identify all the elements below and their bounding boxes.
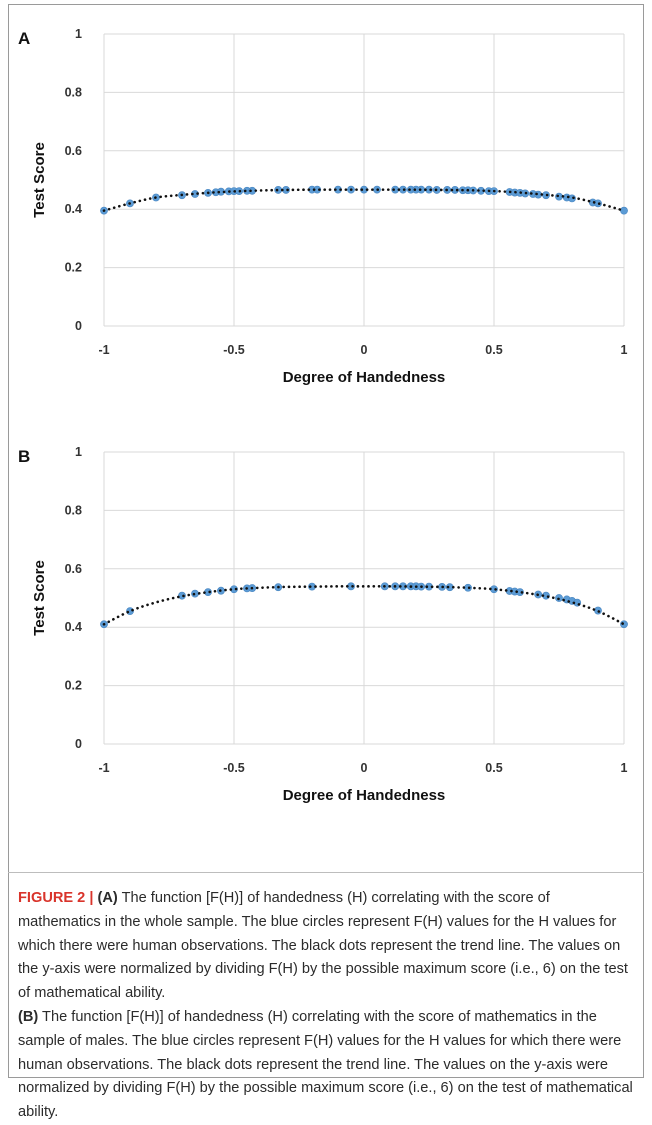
y-tick-label: 0.6 xyxy=(65,562,82,576)
x-tick-label: -0.5 xyxy=(223,343,245,357)
chart-panel-b: B 0 0.2 0.4 0.6 0.8 1 -1 -0.5 0 0.5 1 Degree of Hand… xyxy=(14,432,638,842)
caption-panel-a-tag: (A) xyxy=(97,890,118,906)
caption-paragraph-b: (B) The function [F(H)] of handedness (H… xyxy=(18,1006,634,1125)
x-tick-label: 0 xyxy=(361,761,368,775)
y-tick-label: 0.8 xyxy=(65,503,82,517)
y-tick-label: 0 xyxy=(75,319,82,333)
caption-paragraph-a: FIGURE 2 | (A) The function [F(H)] of ha… xyxy=(18,887,634,1006)
y-tick-label: 1 xyxy=(75,27,82,41)
trend-line xyxy=(102,584,626,626)
y-tick-label: 1 xyxy=(75,445,82,459)
y-tick-label: 0.6 xyxy=(65,144,82,158)
chart-a-svg: A 0 0.2 0.4 0.6 0.8 1 -1 -0.5 0 0.5 1 Degree of Hand… xyxy=(18,27,628,386)
data-point xyxy=(620,206,628,215)
x-tick-label: 0 xyxy=(361,343,368,357)
data-point xyxy=(178,591,186,600)
y-tick-label: 0.4 xyxy=(65,620,82,634)
x-tick-label: 1 xyxy=(621,761,628,775)
y-axis-label: Test Score xyxy=(31,142,48,218)
x-tick-label: -1 xyxy=(98,761,109,775)
y-axis-label: Test Score xyxy=(31,560,48,636)
figure-caption: FIGURE 2 | (A) The function [F(H)] of ha… xyxy=(18,887,634,1125)
figure-frame xyxy=(8,4,644,1078)
data-point xyxy=(555,192,563,201)
x-tick-label: 0.5 xyxy=(485,343,502,357)
y-tick-label: 0.8 xyxy=(65,85,82,99)
x-tick-label: -1 xyxy=(98,343,109,357)
caption-panel-b-tag: (B) xyxy=(18,1008,39,1025)
y-tick-label: 0.4 xyxy=(65,202,82,216)
y-tick-label: 0.2 xyxy=(65,679,82,693)
x-tick-label: -0.5 xyxy=(223,761,245,775)
x-axis-label: Degree of Handedness xyxy=(283,369,446,386)
figure-label: FIGURE 2 | xyxy=(18,890,94,906)
x-tick-label: 1 xyxy=(621,343,628,357)
panel-letter: A xyxy=(18,29,30,48)
x-tick-label: 0.5 xyxy=(485,761,502,775)
caption-divider xyxy=(8,872,644,873)
chart-b-svg: B 0 0.2 0.4 0.6 0.8 1 -1 -0.5 0 0.5 1 Degree of Hand… xyxy=(18,445,628,804)
y-tick-label: 0 xyxy=(75,737,82,751)
x-axis-label: Degree of Handedness xyxy=(283,787,446,804)
chart-panel-a: A 0 0.2 0.4 0.6 0.8 1 -1 -0.5 0 0.5 1 Degree of Hand… xyxy=(14,14,638,424)
y-tick-label: 0.2 xyxy=(65,261,82,275)
caption-panel-a-text: The function [F(H)] of handedness (H) co… xyxy=(18,890,628,1002)
caption-panel-b-text: The function [F(H)] of handedness (H) co… xyxy=(18,1008,633,1121)
panel-letter: B xyxy=(18,447,30,466)
